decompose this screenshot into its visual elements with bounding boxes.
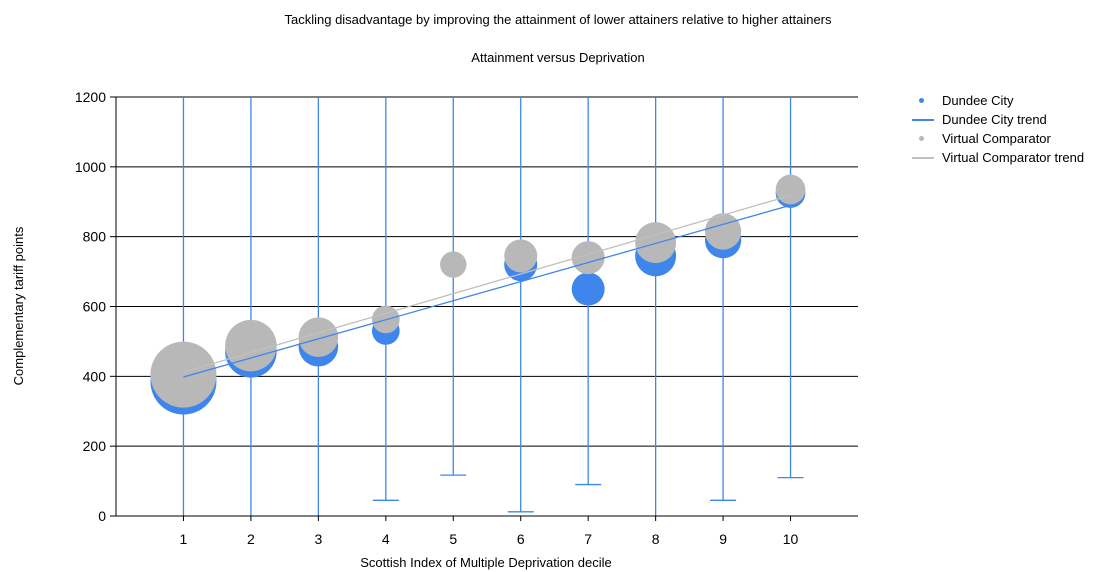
bubble-virtual-comparator xyxy=(571,241,605,275)
axes: 0 200 400 600 800 1000 1200 1 2 3 4 5 6 7 8 9 10 xyxy=(75,89,858,547)
bubble-virtual-comparator xyxy=(225,319,277,372)
x-axis-label: Scottish Index of Multiple Deprivation d… xyxy=(360,555,611,570)
legend-label: Dundee City trend xyxy=(942,112,1047,127)
legend: Dundee City Dundee City trend Virtual Co… xyxy=(912,91,1084,167)
trend-lines xyxy=(183,194,791,378)
gridlines xyxy=(116,96,858,517)
x-tick-label: 5 xyxy=(449,531,457,547)
x-tick-label: 4 xyxy=(382,531,390,547)
y-tick-label: 600 xyxy=(83,299,107,315)
legend-label: Virtual Comparator trend xyxy=(942,150,1085,165)
x-tick-label: 9 xyxy=(719,531,727,547)
legend-item-dundee-city-trend: Dundee City trend xyxy=(912,110,1084,129)
y-tick-label: 1000 xyxy=(75,159,106,175)
x-tick-label: 6 xyxy=(517,531,525,547)
bubble-virtual-comparator xyxy=(150,341,217,408)
y-tick-label: 200 xyxy=(83,438,107,454)
chart-subtitle: Attainment versus Deprivation xyxy=(471,50,645,65)
range-lines xyxy=(182,97,804,516)
bubble-virtual-comparator xyxy=(440,251,467,278)
bubble-virtual-comparator xyxy=(298,317,339,358)
chart-title: Tackling disadvantage by improving the a… xyxy=(284,12,832,27)
x-tick-label: 3 xyxy=(314,531,322,547)
legend-label: Virtual Comparator xyxy=(942,131,1051,146)
line-icon xyxy=(912,148,942,167)
bubbles xyxy=(150,174,806,415)
legend-item-virtual-comparator: Virtual Comparator xyxy=(912,129,1084,148)
bubble-virtual-comparator xyxy=(635,222,677,264)
legend-label: Dundee City xyxy=(942,93,1014,108)
x-tick-label: 7 xyxy=(584,531,592,547)
x-tick-label: 10 xyxy=(783,531,799,547)
bubble-virtual-comparator xyxy=(504,239,538,273)
x-tick-label: 2 xyxy=(247,531,255,547)
trend-line-dundee-city xyxy=(183,204,791,378)
legend-item-dundee-city: Dundee City xyxy=(912,91,1084,110)
legend-item-virtual-comparator-trend: Virtual Comparator trend xyxy=(912,148,1084,167)
y-axis-label: Complementary tariff points xyxy=(11,226,26,385)
y-tick-label: 800 xyxy=(83,229,107,245)
bubble-dundee-city xyxy=(571,272,605,306)
trend-line-virtual-comparator xyxy=(183,194,791,373)
x-tick-label: 8 xyxy=(652,531,660,547)
bubble-virtual-comparator xyxy=(775,174,806,205)
y-tick-label: 0 xyxy=(98,508,106,524)
dot-icon xyxy=(912,91,942,110)
dot-icon xyxy=(912,129,942,148)
y-tick-label: 1200 xyxy=(75,89,106,105)
x-tick-label: 1 xyxy=(180,531,188,547)
y-tick-label: 400 xyxy=(83,368,107,384)
line-icon xyxy=(912,110,942,129)
